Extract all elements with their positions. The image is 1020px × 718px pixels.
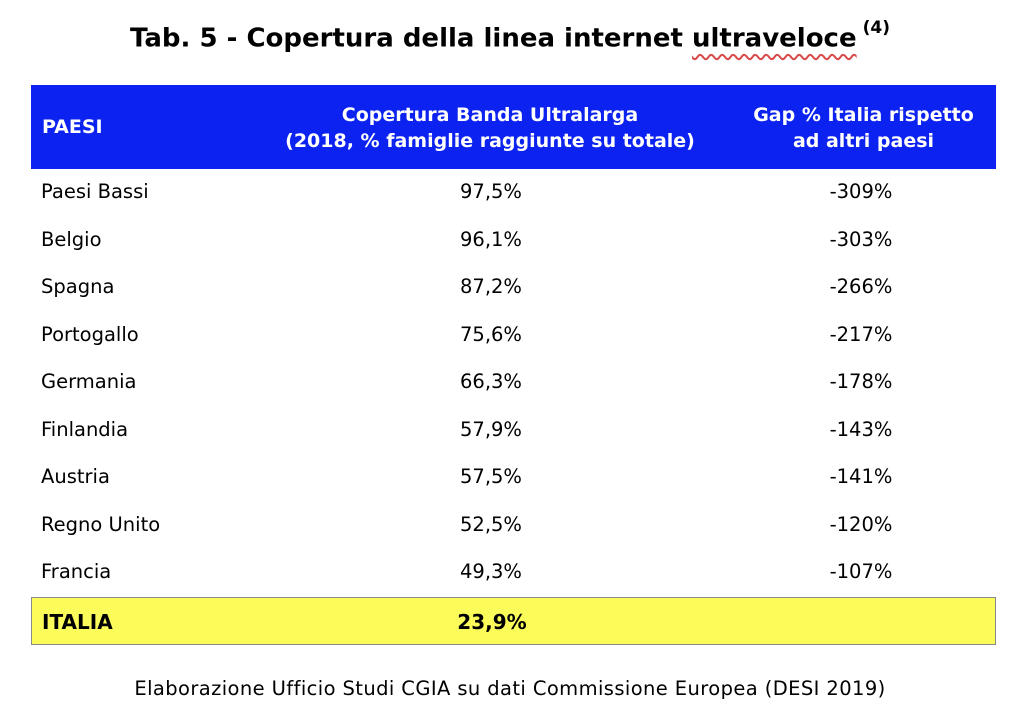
country-cell: Germania: [41, 370, 137, 393]
header-coverage: Copertura Banda Ultralarga (2018, % fami…: [255, 102, 725, 154]
table-header: PAESI Copertura Banda Ultralarga (2018, …: [31, 85, 996, 169]
italia-coverage-cell: 23,9%: [457, 610, 527, 634]
italia-country-cell: ITALIA: [42, 610, 113, 634]
header-paesi: PAESI: [42, 116, 103, 138]
header-gap-line1: Gap % Italia rispetto: [753, 104, 974, 126]
gap-cell: -217%: [829, 322, 893, 346]
country-cell: Paesi Bassi: [41, 180, 149, 203]
country-cell: Portogallo: [41, 322, 139, 346]
gap-cell: -107%: [829, 560, 893, 583]
country-cell: Spagna: [41, 275, 115, 298]
country-cell: Regno Unito: [41, 512, 161, 536]
coverage-cell: 87,2%: [460, 275, 522, 298]
title-underlined-word: ultraveloce: [691, 23, 857, 54]
country-cell: Francia: [41, 560, 112, 583]
coverage-cell: 75,6%: [460, 322, 522, 346]
table-row: Finlandia 57,9% -143%: [31, 407, 996, 455]
coverage-cell: 96,1%: [460, 227, 522, 251]
gap-cell: -309%: [829, 180, 893, 203]
country-cell: Finlandia: [41, 417, 129, 441]
page-title: Tab. 5 - Copertura della linea internet …: [0, 18, 1020, 54]
table-row: Francia 49,3% -107%: [31, 549, 996, 597]
table-row: Regno Unito 52,5% -120%: [31, 502, 996, 550]
table-row: Portogallo 75,6% -217%: [31, 312, 996, 360]
table-row: Germania 66,3% -178%: [31, 359, 996, 407]
header-coverage-line2: (2018, % famiglie raggiunte su totale): [285, 130, 695, 152]
italia-highlight-row: ITALIA 23,9%: [31, 597, 996, 645]
gap-cell: -120%: [829, 512, 893, 536]
header-coverage-line1: Copertura Banda Ultralarga: [341, 104, 639, 126]
gap-cell: -266%: [829, 275, 893, 298]
coverage-table: PAESI Copertura Banda Ultralarga (2018, …: [31, 85, 996, 597]
gap-cell: -141%: [829, 465, 893, 488]
coverage-cell: 57,5%: [460, 465, 522, 488]
coverage-cell: 97,5%: [460, 180, 522, 203]
title-text: Tab. 5 - Copertura della linea internet: [130, 23, 692, 54]
table-row: Paesi Bassi 97,5% -309%: [31, 169, 996, 217]
table-row: Belgio 96,1% -303%: [31, 217, 996, 265]
coverage-cell: 49,3%: [460, 560, 522, 583]
title-footnote-ref: (4): [862, 18, 890, 38]
gap-cell: -178%: [829, 370, 893, 393]
coverage-cell: 57,9%: [460, 417, 522, 441]
gap-cell: -143%: [829, 417, 893, 441]
country-cell: Belgio: [41, 227, 102, 251]
coverage-cell: 66,3%: [460, 370, 522, 393]
table-row: Austria 57,5% -141%: [31, 454, 996, 502]
source-note: Elaborazione Ufficio Studi CGIA su dati …: [134, 677, 886, 700]
header-gap-line2: ad altri paesi: [792, 130, 935, 152]
coverage-cell: 52,5%: [460, 512, 522, 536]
table-row: Spagna 87,2% -266%: [31, 264, 996, 312]
header-gap: Gap % Italia rispetto ad altri paesi: [741, 102, 986, 154]
country-cell: Austria: [41, 465, 110, 488]
gap-cell: -303%: [829, 227, 893, 251]
